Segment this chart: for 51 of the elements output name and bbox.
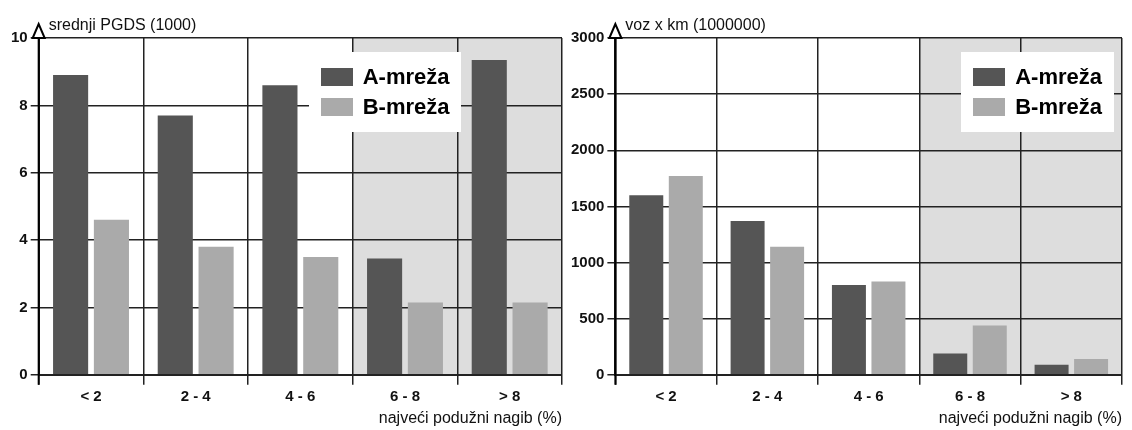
- bar: [972, 325, 1007, 375]
- bar: [198, 246, 234, 375]
- x-tick-label: 2 - 4: [752, 386, 784, 404]
- bar: [262, 85, 298, 375]
- bar: [471, 59, 507, 375]
- bar: [53, 75, 89, 375]
- legend-label: B-mreža: [362, 94, 450, 120]
- y-axis-title: srednji PGDS (1000): [48, 16, 197, 34]
- bar: [367, 258, 403, 375]
- x-axis-title: najveći podužni nagib (%): [378, 408, 562, 426]
- x-tick-label: 6 - 8: [955, 386, 986, 404]
- x-tick-label: < 2: [80, 386, 102, 404]
- bar: [831, 284, 866, 375]
- y-tick-label: 0: [19, 364, 28, 382]
- bar: [668, 176, 703, 375]
- bar: [629, 195, 664, 375]
- y-tick-label: 10: [11, 28, 28, 46]
- x-axis-title: najveći podužni nagib (%): [938, 408, 1122, 426]
- bar: [1074, 359, 1109, 375]
- x-tick-label: > 8: [499, 386, 521, 404]
- y-tick-label: 4: [19, 230, 29, 248]
- legend-label: B-mreža: [1015, 94, 1102, 120]
- y-tick-label: 1000: [570, 252, 605, 270]
- bar: [871, 281, 906, 375]
- bar: [730, 221, 765, 375]
- y-tick-label: 2500: [570, 84, 605, 102]
- x-tick-label: 2 - 4: [180, 386, 212, 404]
- y-axis-title: voz x km (1000000): [625, 16, 766, 34]
- x-tick-label: 4 - 6: [853, 386, 884, 404]
- legend-label: A-mreža: [362, 64, 450, 90]
- y-tick-label: 3000: [570, 28, 605, 46]
- bar: [1034, 364, 1069, 375]
- legend-label: A-mreža: [1015, 64, 1102, 90]
- bar: [157, 115, 193, 375]
- y-tick-label: 6: [19, 162, 28, 180]
- y-tick-label: 2: [19, 297, 28, 315]
- bar: [93, 219, 129, 375]
- y-tick-label: 8: [19, 95, 28, 113]
- x-tick-label: 6 - 8: [390, 386, 421, 404]
- bar: [407, 302, 443, 375]
- y-tick-label: 0: [596, 364, 605, 382]
- y-tick-label: 2000: [570, 140, 605, 158]
- bar: [303, 256, 339, 375]
- x-tick-label: < 2: [655, 386, 677, 404]
- bar: [512, 302, 548, 375]
- bar: [770, 246, 805, 375]
- x-tick-label: 4 - 6: [285, 386, 316, 404]
- y-tick-label: 1500: [570, 196, 605, 214]
- y-tick-label: 500: [579, 308, 605, 326]
- bar: [933, 353, 968, 375]
- x-tick-label: > 8: [1060, 386, 1082, 404]
